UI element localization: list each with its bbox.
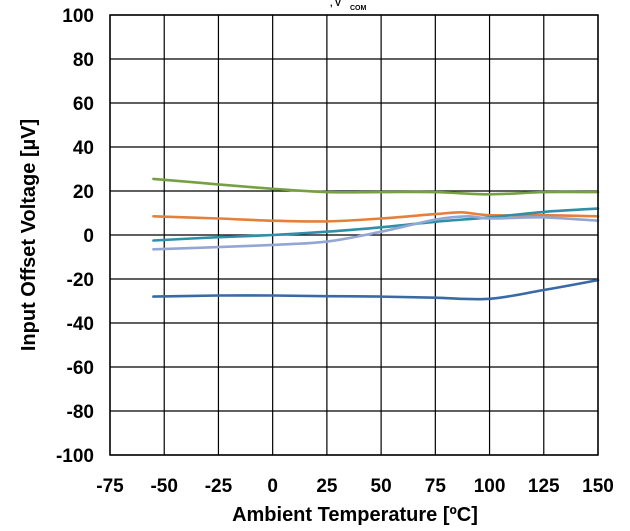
plot-frame — [109, 14, 599, 456]
x-tick-label: 125 — [528, 476, 560, 497]
x-tick-label: 150 — [582, 476, 614, 497]
top-note: , V COM — [330, 0, 367, 12]
x-tick-label: -25 — [205, 476, 233, 497]
y-tick-label: 100 — [62, 6, 94, 27]
y-tick-label: 80 — [73, 50, 94, 71]
top-note-sub: COM — [350, 5, 367, 12]
series-layer — [152, 177, 600, 301]
series-line-1 — [152, 177, 600, 196]
y-tick-label: -20 — [67, 270, 94, 291]
x-tick-labels: -75 -50 -25 0 25 50 75 100 125 150 — [96, 476, 614, 497]
x-tick-label: 100 — [474, 476, 506, 497]
x-tick-label: 75 — [425, 476, 447, 497]
y-tick-label: 20 — [73, 182, 94, 203]
top-note-main: , V — [330, 0, 341, 8]
y-tick-label: -80 — [67, 402, 94, 423]
y-tick-label: -40 — [67, 314, 94, 335]
x-tick-label: 50 — [371, 476, 392, 497]
y-tick-label: 60 — [73, 94, 94, 115]
x-tick-label: 25 — [316, 476, 338, 497]
x-tick-label: 0 — [267, 476, 278, 497]
series-line-5 — [152, 278, 600, 301]
series-line-3 — [152, 207, 600, 242]
y-tick-label: 40 — [73, 138, 94, 159]
y-axis-title: Input Offset Voltage [µV] — [18, 119, 40, 351]
x-tick-label: -50 — [150, 476, 177, 497]
series-line-4 — [152, 214, 600, 251]
y-tick-label: -100 — [56, 446, 94, 467]
x-axis-title: Ambient Temperature [ºC] — [232, 504, 478, 526]
x-tick-label: -75 — [96, 476, 124, 497]
y-tick-label: 0 — [83, 226, 94, 247]
y-tick-labels: 100 80 60 40 20 0 -20 -40 -60 -80 -100 — [56, 6, 94, 467]
y-tick-label: -60 — [67, 358, 94, 379]
plot-grid — [109, 14, 599, 456]
